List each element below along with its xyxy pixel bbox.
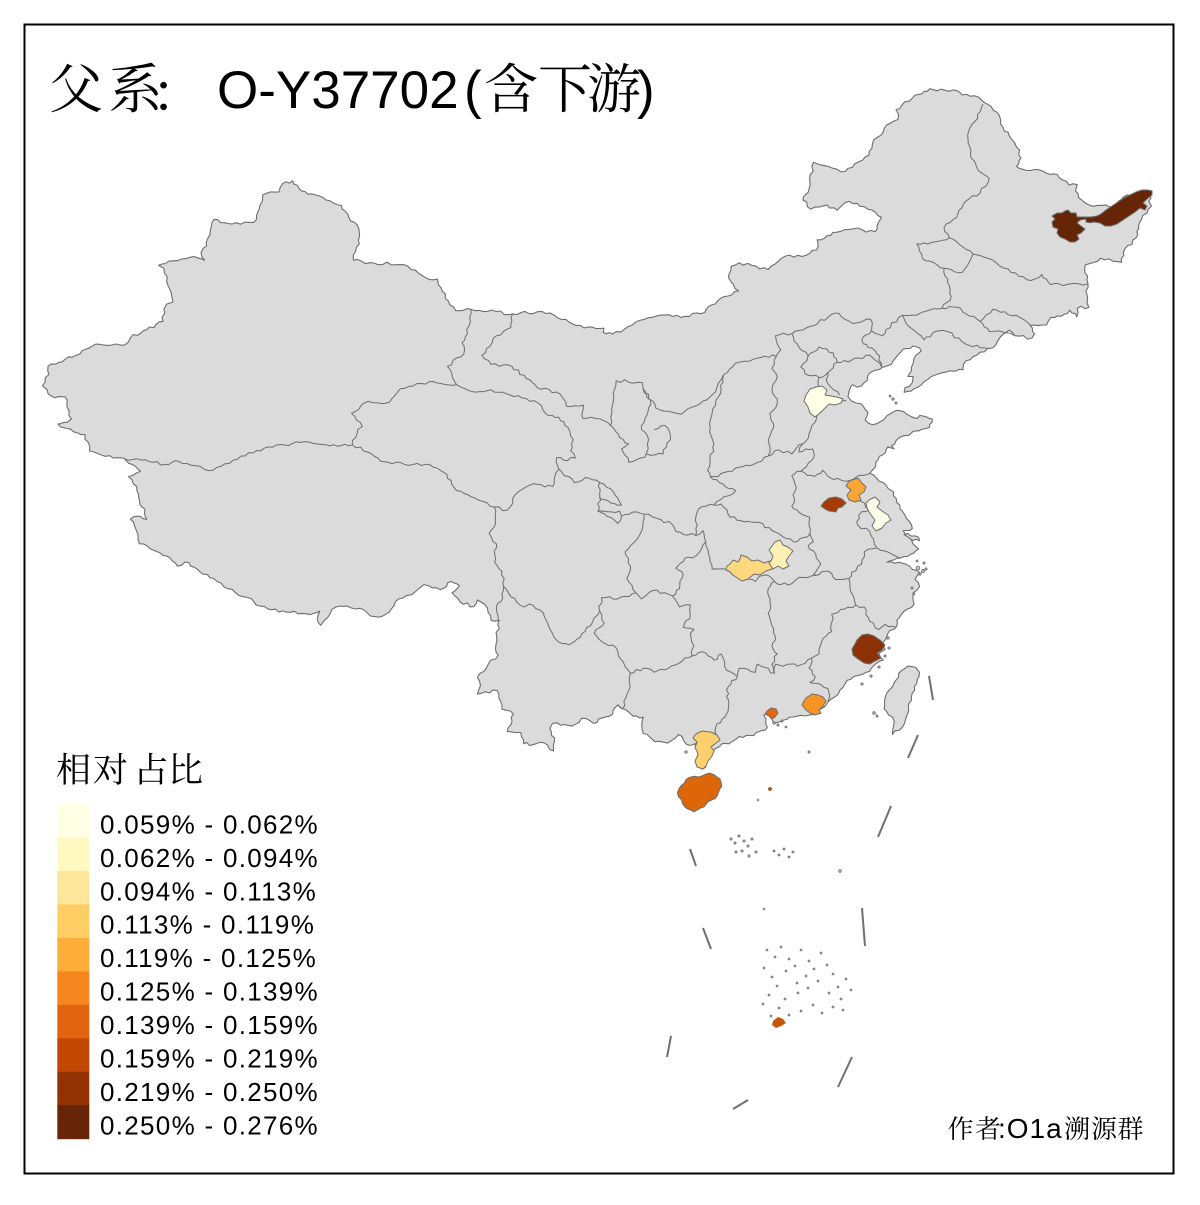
svg-text:0.113% - 0.119%: 0.113% - 0.119% (100, 910, 315, 940)
svg-text:0.250% - 0.276%: 0.250% - 0.276% (100, 1111, 319, 1141)
svg-text:0.139% - 0.159%: 0.139% - 0.159% (100, 1010, 319, 1040)
svg-text:0.059% - 0.062%: 0.059% - 0.062% (100, 809, 319, 839)
svg-text:0.062% - 0.094%: 0.062% - 0.094% (100, 843, 319, 873)
svg-text:(: ( (464, 61, 482, 120)
svg-text:O-Y37702: O-Y37702 (217, 61, 459, 120)
svg-text::O1a: :O1a (998, 1113, 1063, 1144)
svg-text:0.094% - 0.113%: 0.094% - 0.113% (100, 876, 317, 906)
svg-text:0.219% - 0.250%: 0.219% - 0.250% (100, 1077, 319, 1107)
svg-text:): ) (637, 61, 655, 120)
svg-text:0.159% - 0.219%: 0.159% - 0.219% (100, 1044, 319, 1074)
svg-text:0.119% - 0.125%: 0.119% - 0.125% (100, 943, 317, 973)
svg-text:0.125% - 0.139%: 0.125% - 0.139% (100, 977, 319, 1007)
